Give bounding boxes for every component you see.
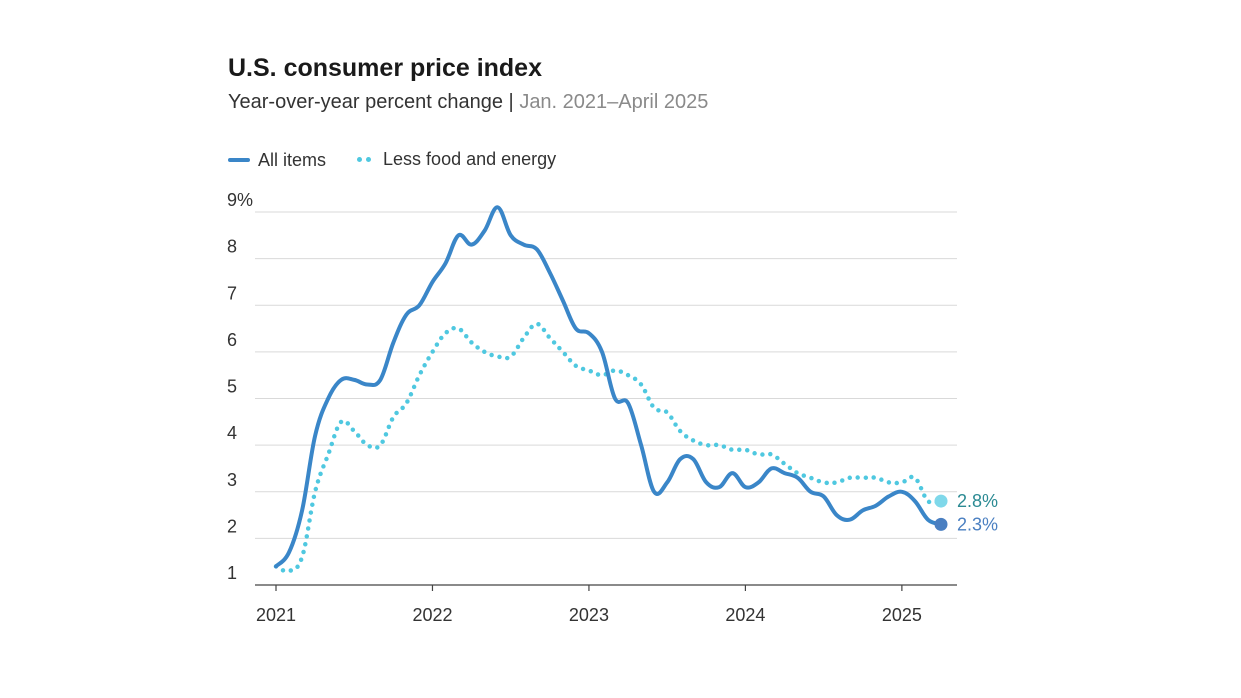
y-tick-label-2: 2	[227, 516, 237, 536]
chart-title: U.S. consumer price index	[228, 54, 542, 82]
y-tick-label-4: 4	[227, 423, 237, 443]
y-tick-label-7: 7	[227, 283, 237, 303]
series-line-all-items	[274, 205, 943, 569]
end-point-all-items	[934, 517, 948, 531]
legend-item-all-items: All items	[228, 150, 326, 171]
x-tick-label-2023: 2023	[569, 605, 609, 625]
x-tick-label-2025: 2025	[882, 605, 922, 625]
end-label-core: 2.8%	[957, 491, 998, 511]
y-tick-label-6: 6	[227, 330, 237, 350]
subtitle-date-range: Jan. 2021–April 2025	[519, 91, 709, 113]
legend-item-core: Less food and energy	[357, 149, 556, 170]
series-line-core	[273, 321, 944, 574]
legend-swatch-dotted	[357, 157, 372, 162]
subtitle-main: Year-over-year percent change	[228, 91, 503, 113]
end-point-core	[934, 494, 948, 508]
chart-legend: All items Less food and energy	[228, 146, 582, 171]
x-tick-label-2024: 2024	[725, 605, 765, 625]
x-tick-label-2021: 2021	[256, 605, 296, 625]
chart-subtitle: Year-over-year percent change | Jan. 202…	[228, 91, 708, 114]
y-tick-label-8: 8	[227, 237, 237, 257]
legend-swatch-solid	[228, 158, 250, 162]
y-tick-label-1: 1	[227, 563, 237, 583]
y-tick-label-3: 3	[227, 470, 237, 490]
legend-label-core: Less food and energy	[383, 149, 557, 169]
subtitle-separator: |	[508, 91, 514, 113]
y-tick-label-9: 9%	[227, 190, 253, 210]
legend-label-all-items: All items	[258, 149, 327, 170]
end-label-all-items: 2.3%	[957, 514, 998, 534]
x-tick-label-2022: 2022	[412, 605, 452, 625]
y-tick-label-5: 5	[227, 377, 237, 397]
